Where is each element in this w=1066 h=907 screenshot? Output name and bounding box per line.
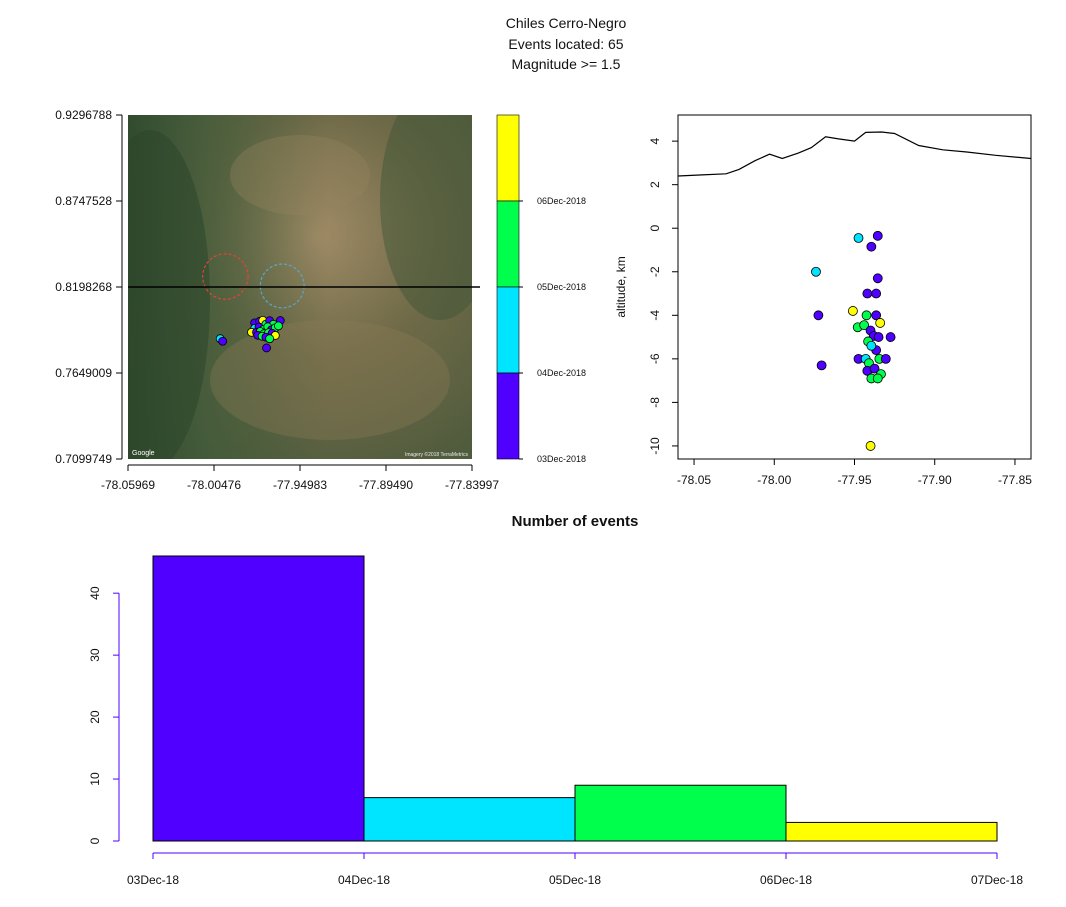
map-lon-tick-label-2: -77.94983 bbox=[273, 478, 327, 492]
map-point-15 bbox=[274, 321, 283, 331]
satellite-basemap bbox=[128, 115, 472, 459]
xs-x-tick-label-4: -77.85 bbox=[998, 473, 1032, 487]
map-lat-tick-label-2: 0.8198268 bbox=[55, 280, 112, 294]
map-lat-tick-label-0: 0.9296788 bbox=[55, 108, 112, 122]
hypocenter-point-12 bbox=[875, 318, 886, 328]
map-lon-tick-label-1: -78.00476 bbox=[187, 478, 241, 492]
xs-x-tick-label-1: -78.00 bbox=[757, 473, 791, 487]
colorbar-segment-04dec bbox=[496, 286, 520, 374]
histogram-title: Number of events bbox=[512, 513, 639, 530]
map-lon-tick-label-4: -77.83997 bbox=[445, 478, 499, 492]
xs-y-tick-label-7: -10 bbox=[648, 437, 662, 455]
hypocenter-point-5 bbox=[872, 230, 883, 241]
histogram-y-tick-label-4: 40 bbox=[88, 586, 102, 600]
map-attribution-right: Imagery ©2018 TerraMetrics bbox=[405, 451, 469, 458]
hypocenter-point-21 bbox=[866, 340, 877, 351]
hypocenter-point-28 bbox=[869, 363, 880, 374]
histogram-y-tick-label-0: 0 bbox=[88, 837, 102, 844]
xs-x-tick-label-3: -77.90 bbox=[918, 473, 952, 487]
xs-y-tick-label-1: 2 bbox=[648, 181, 662, 188]
histogram-x-tick-label-2: 05Dec-18 bbox=[549, 873, 601, 887]
hypocenter-point-3 bbox=[847, 306, 858, 316]
histogram-bars bbox=[152, 555, 998, 842]
cross-section-frame bbox=[677, 114, 1032, 460]
map-lat-tick-label-4: 0.7099749 bbox=[55, 452, 112, 466]
colorbar-label-04dec: 04Dec-2018 bbox=[537, 368, 586, 378]
histogram-x-tick-label-4: 07Dec-18 bbox=[971, 873, 1023, 887]
hypocenter-point-9 bbox=[871, 288, 882, 299]
histogram-x-axis: 03Dec-18 04Dec-18 05Dec-18 06Dec-18 07Dec-18 bbox=[127, 852, 1023, 887]
xs-x-tick-label-0: -78.05 bbox=[677, 473, 711, 487]
xs-y-tick-label-0: 4 bbox=[648, 137, 662, 144]
hypocenter-point-11 bbox=[871, 310, 882, 321]
colorbar-label-05dec: 05Dec-2018 bbox=[537, 282, 586, 292]
colorbar-label-06dec: 06Dec-2018 bbox=[537, 196, 586, 206]
hypocenter-point-18 bbox=[885, 332, 896, 342]
histogram-x-tick-label-1: 04Dec-18 bbox=[338, 873, 390, 887]
epicenter-map-panel: Google Imagery ©2018 TerraMetrics 0.9296… bbox=[55, 108, 499, 492]
cross-section-panel: 420-2-4-6-8-10 -78.05 -78.00 -77.95 -77.90-… bbox=[614, 114, 1032, 487]
hypocenter-point-26 bbox=[880, 353, 891, 364]
hypocenter-point-17 bbox=[873, 332, 884, 342]
map-lat-tick-label-1: 0.8747528 bbox=[55, 194, 112, 208]
xs-y-tick-label-4: -4 bbox=[648, 310, 662, 321]
header-line-1: Chiles Cerro-Negro bbox=[506, 15, 627, 31]
histogram-y-tick-label-2: 20 bbox=[88, 710, 102, 724]
hypocenter-point-4 bbox=[853, 233, 864, 243]
header-line-3: Magnitude >= 1.5 bbox=[512, 56, 621, 72]
hypocenter-point-10 bbox=[861, 310, 872, 321]
hypocenter-point-6 bbox=[866, 241, 877, 252]
volcano-circles bbox=[202, 253, 305, 309]
colorbar-label-03dec: 03Dec-2018 bbox=[537, 454, 586, 464]
map-attribution-left: Google bbox=[132, 450, 155, 457]
map-lon-tick-label-3: -77.89490 bbox=[359, 478, 413, 492]
hypocenter-point-7 bbox=[872, 273, 883, 284]
map-lat-tick-label-3: 0.7649009 bbox=[55, 366, 112, 380]
histogram-bar-05dec-18 bbox=[574, 784, 787, 842]
colorbar-segment-06dec bbox=[496, 114, 520, 202]
map-point-1 bbox=[218, 336, 228, 346]
map-point-26 bbox=[265, 334, 275, 344]
histogram-x-tick-label-3: 06Dec-18 bbox=[760, 873, 812, 887]
hypocenter-points bbox=[811, 230, 896, 451]
xs-y-tick-label-3: -2 bbox=[648, 266, 662, 277]
histogram-bar-04dec-18 bbox=[363, 797, 576, 842]
hypocenter-point-14 bbox=[859, 320, 870, 331]
hypocenter-point-2 bbox=[816, 360, 827, 371]
hypocenter-point-31 bbox=[872, 373, 883, 384]
cross-section-y-label: altitude, km bbox=[614, 256, 628, 317]
xs-y-tick-label-2: 0 bbox=[648, 225, 662, 232]
histogram-y-axis: 0 10 20 30 40 bbox=[88, 586, 120, 844]
xs-y-tick-label-5: -6 bbox=[648, 353, 662, 364]
hypocenter-point-32 bbox=[865, 441, 876, 451]
header-line-2: Events located: 65 bbox=[508, 36, 623, 52]
map-lon-tick-label-0: -78.05969 bbox=[101, 478, 155, 492]
histogram-panel: Number of events 0 10 20 30 40 03Dec-18 04Dec… bbox=[88, 513, 1023, 887]
epicenter-points bbox=[215, 315, 285, 353]
hypocenter-point-0 bbox=[811, 266, 821, 277]
map-point-27 bbox=[262, 343, 271, 353]
colorbar-segment-05dec bbox=[496, 200, 520, 288]
hypocenter-point-1 bbox=[813, 310, 824, 321]
histogram-y-tick-label-1: 10 bbox=[88, 772, 102, 786]
histogram-x-tick-label-0: 03Dec-18 bbox=[127, 873, 179, 887]
cross-section-y-ticks: 4 2 0 -2 -4 -6 -8 -10 bbox=[648, 137, 678, 455]
cross-section-x-ticks: -78.05 -78.00 -77.95 -77.90 -77.85 bbox=[677, 459, 1032, 487]
colorbar-segment-03dec bbox=[496, 372, 520, 460]
volcano-circle-chiles bbox=[202, 253, 249, 300]
xs-y-tick-label-6: -8 bbox=[648, 397, 662, 408]
map-lat-ticks: 0.9296788 0.8747528 0.8198268 0.7649009 0.70… bbox=[55, 108, 122, 466]
histogram-bar-06dec-18 bbox=[785, 821, 998, 842]
date-colorbar: 06Dec-2018 05Dec-2018 04Dec-2018 03Dec-2… bbox=[496, 114, 586, 464]
hypocenter-point-8 bbox=[862, 288, 873, 299]
histogram-bar-03dec-18 bbox=[152, 555, 365, 842]
histogram-y-tick-label-3: 30 bbox=[88, 648, 102, 662]
topography-line bbox=[677, 131, 1032, 177]
volcano-circle-cerro-negro bbox=[259, 263, 305, 309]
xs-x-tick-label-2: -77.95 bbox=[837, 473, 871, 487]
map-lon-ticks: -78.05969 -78.00476 -77.94983 -77.89490 -77.… bbox=[101, 465, 499, 492]
